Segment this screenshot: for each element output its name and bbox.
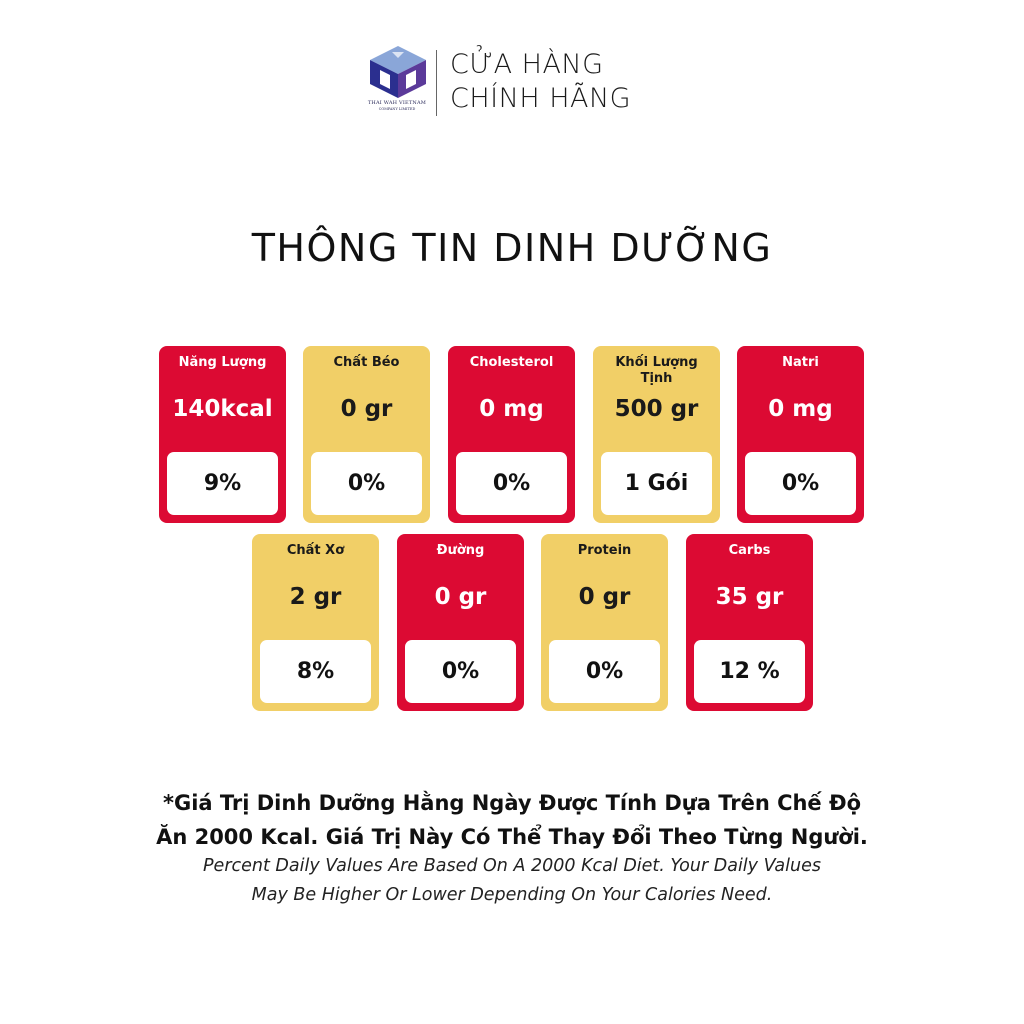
nutrient-card-energy: Năng Lượng 140kcal 9% [159,346,286,523]
nutrient-label: Chất Xơ [286,543,345,558]
nutrient-card-cholesterol: Cholesterol 0 mg 0% [448,346,575,523]
nutrient-percent: 12 % [694,640,805,703]
nutrient-value: 0 gr [578,584,631,610]
thai-wah-logo-icon: THAI WAH VIETNAM COMPANY LIMITED [366,44,430,120]
footnote-vietnamese: *Giá Trị Dinh Dưỡng Hằng Ngày Được Tính … [0,786,1024,854]
nutrient-label: Chất Béo [333,355,400,370]
nutrient-value: 140kcal [172,396,273,422]
nutrient-percent: 0% [456,452,567,515]
logo-name: THAI WAH VIETNAM [367,100,427,106]
nutrient-card-fat: Chất Béo 0 gr 0% [303,346,430,523]
nutrient-percent: 0% [405,640,516,703]
brand-divider [436,50,437,116]
nutrient-percent: 0% [311,452,422,515]
nutrient-label: Natri [782,355,819,370]
nutrient-percent: 8% [260,640,371,703]
nutrient-percent: 0% [745,452,856,515]
nutrient-card-net-weight: Khối Lượng Tịnh 500 gr 1 Gói [593,346,720,523]
nutrient-label: Khối Lượng Tịnh [615,355,698,386]
nutrient-value: 0 gr [340,396,393,422]
footnote-en-line-2: May Be Higher Or Lower Depending On Your… [251,885,773,905]
footnote-vi-line-2: Ăn 2000 Kcal. Giá Trị Này Có Thể Thay Đổ… [156,825,868,849]
nutrient-card-carbs: Carbs 35 gr 12 % [686,534,813,711]
nutrient-value: 500 gr [614,396,699,422]
nutrient-value: 35 gr [715,584,784,610]
nutrient-card-sugar: Đường 0 gr 0% [397,534,524,711]
nutrient-card-protein: Protein 0 gr 0% [541,534,668,711]
footnote-english: Percent Daily Values Are Based On A 2000… [0,852,1024,910]
brand-line-1: CỬA HÀNG [450,49,604,80]
nutrient-value: 0 gr [434,584,487,610]
brand-text: CỬA HÀNG CHÍNH HÃNG [450,48,631,116]
brand-header: THAI WAH VIETNAM COMPANY LIMITED CỬA HÀN… [366,44,666,124]
nutrient-card-fiber: Chất Xơ 2 gr 8% [252,534,379,711]
page-title: THÔNG TIN DINH DƯỠNG [251,226,773,270]
nutrient-percent: 9% [167,452,278,515]
nutrient-percent: 0% [549,640,660,703]
nutrient-percent: 1 Gói [601,452,712,515]
footnote-en-line-1: Percent Daily Values Are Based On A 2000… [203,856,821,876]
nutrient-value: 2 gr [289,584,342,610]
nutrient-label: Protein [577,543,632,558]
nutrient-label: Cholesterol [469,355,554,370]
nutrient-value: 0 mg [768,396,833,422]
nutrient-label: Năng Lượng [178,355,267,370]
nutrient-label: Đường [436,543,485,558]
brand-line-2: CHÍNH HÃNG [450,83,632,114]
footnote-vi-line-1: *Giá Trị Dinh Dưỡng Hằng Ngày Được Tính … [162,791,862,815]
nutrient-value: 0 mg [479,396,544,422]
nutrient-card-sodium: Natri 0 mg 0% [737,346,864,523]
nutrient-label: Carbs [728,543,771,558]
logo-subtitle: COMPANY LIMITED [378,107,416,111]
